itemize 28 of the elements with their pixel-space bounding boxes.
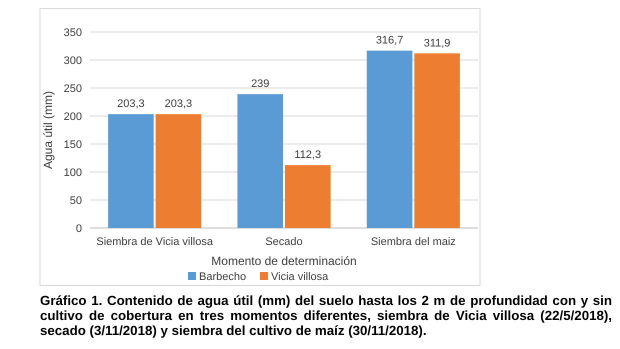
- x-tick-label: Siembra del maiz: [370, 236, 456, 248]
- x-tick-label: Siembra de Vicia villosa: [96, 236, 214, 248]
- y-tick-label: 100: [64, 167, 82, 179]
- y-tick-label: 0: [76, 223, 82, 235]
- data-label: 203,3: [117, 98, 145, 110]
- x-axis-title: Momento de determinación: [211, 254, 357, 268]
- bar: [108, 114, 154, 228]
- y-tick-label: 250: [64, 83, 82, 95]
- data-label: 239: [251, 78, 270, 90]
- data-label: 112,3: [294, 149, 322, 162]
- data-label: 203,3: [164, 98, 192, 110]
- legend-label: Barbecho: [199, 271, 246, 283]
- legend-label: Vicia villosa: [271, 271, 330, 283]
- y-tick-label: 150: [64, 139, 82, 151]
- bar: [156, 114, 202, 228]
- y-tick-label: 300: [64, 55, 82, 67]
- bar: [284, 165, 331, 228]
- y-tick-label: 350: [64, 27, 82, 39]
- bar: [414, 53, 460, 228]
- text: Gráfico 1. Contenido de agua útil (mm) del suelo hasta los 2 m de profundidad con y sin cultivo de cobertura en tres momentos diferentes, siembra de Vicia villosa (22/5/2018), secado (3/11/2018) y siembra del cultivo de maíz (30/11/2018).: [40, 293, 612, 338]
- bar: [237, 94, 284, 228]
- y-tick-label: 200: [64, 111, 82, 123]
- data-label: 311,9: [424, 37, 450, 50]
- y-tick-label: 50: [70, 195, 82, 207]
- bar: [366, 50, 412, 228]
- y-axis-title: Agua útil (mm): [41, 90, 55, 170]
- x-tick-label: Secado: [265, 236, 303, 248]
- data-label: 316,7: [376, 34, 404, 47]
